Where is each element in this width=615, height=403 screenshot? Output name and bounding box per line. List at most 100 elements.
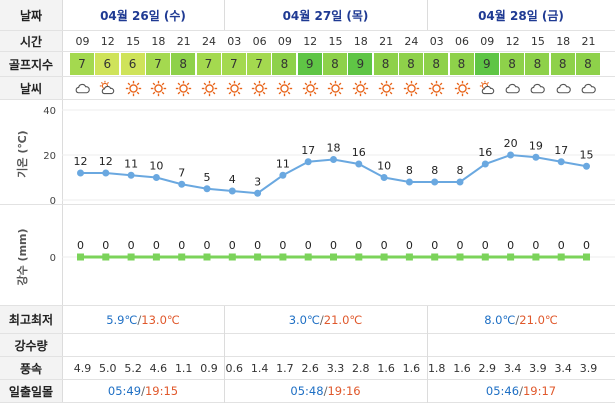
golf-index-cell: 8	[272, 53, 297, 75]
sunrise-time: 05:48	[290, 384, 324, 398]
separator: /	[319, 312, 324, 327]
wind-cell: 2.6	[301, 361, 319, 375]
high-temp: 13.0℃	[141, 312, 180, 327]
sunrise-sunset-row: 일출일몰 05:49/19:15 05:48/19:16 05:46/19:17	[0, 380, 615, 403]
time-cell: 09	[480, 34, 495, 48]
partly-cloudy-icon	[95, 77, 120, 99]
data-point	[380, 253, 388, 261]
separator: /	[515, 312, 520, 327]
wind-cell: 5.0	[99, 361, 117, 375]
golf-index-cell: 9	[297, 53, 322, 75]
data-point	[152, 253, 160, 261]
golf-index-cell: 8	[449, 53, 474, 75]
data-point	[304, 253, 312, 261]
high-temp: 21.0℃	[323, 312, 363, 327]
time-cell: 18	[353, 34, 368, 48]
data-label: 0	[305, 239, 312, 252]
data-label: 11	[276, 157, 290, 170]
data-point	[77, 253, 84, 261]
wind-cell: 1.6	[377, 361, 395, 375]
date-label: 날짜	[0, 0, 63, 30]
sun-day3: 05:46/19:17	[427, 380, 615, 402]
sun-icon	[171, 77, 196, 99]
data-label: 10	[149, 160, 163, 173]
sun-icon	[146, 77, 171, 99]
data-point	[102, 253, 110, 261]
wind-cell: 1.1	[174, 361, 193, 375]
data-label: 0	[229, 239, 236, 252]
data-point	[330, 156, 337, 163]
data-label: 0	[558, 239, 565, 252]
wind-cell: 2.8	[352, 361, 370, 375]
time-cell: 09	[277, 34, 292, 48]
data-point	[405, 253, 413, 261]
data-point	[254, 253, 262, 261]
high-low-row: 최고최저 5.9℃/13.0℃ 3.0℃/21.0℃ 8.0℃/21.0℃	[0, 306, 615, 334]
sun-icon	[323, 77, 348, 99]
weather-label: 날씨	[0, 77, 63, 99]
sunrise-sunset-label: 일출일몰	[0, 380, 63, 402]
data-label: 19	[529, 139, 543, 152]
wind-cell: 3.4	[554, 361, 572, 375]
wind-cell: 1.8	[427, 361, 446, 375]
sun-icon	[222, 77, 247, 99]
sunrise-time: 05:46	[485, 384, 520, 398]
temperature-chart-row: 기온 (℃) 0 20 40 12 12 11 10 7 5 4 3 11 17 18 16 10 8 8 8 16 2…	[0, 100, 615, 205]
wind-cell: 3.9	[579, 361, 598, 375]
sun-icon	[247, 77, 272, 99]
golf-index-cell: 8	[550, 53, 575, 75]
data-label: 0	[128, 239, 135, 252]
day-divider	[224, 306, 225, 403]
sun-day1: 05:49/19:15	[62, 380, 224, 402]
rain-chart-row: 강수 (mm) 0 0 0 0 0 0 0 0 0 0 0 0 0 0 0 0 0 0 0 0 0 0	[0, 205, 615, 306]
wind-cell: 3.4	[503, 361, 522, 375]
wind-cell: 1.4	[250, 361, 269, 375]
time-cell: 15	[328, 34, 343, 48]
time-cell: 24	[404, 34, 419, 48]
data-label: 15	[580, 148, 594, 161]
high-temp: 21.0℃	[519, 312, 558, 327]
sun-icon	[348, 77, 373, 99]
sun-day2: 05:48/19:16	[224, 380, 427, 402]
sun-icon	[424, 77, 449, 99]
separator: /	[519, 384, 523, 398]
data-point	[203, 253, 211, 261]
data-point	[304, 158, 312, 166]
time-cell: 24	[202, 34, 216, 48]
data-label: 0	[381, 239, 388, 252]
data-label: 4	[229, 173, 236, 186]
time-cell: 09	[75, 34, 90, 48]
data-point	[431, 253, 439, 261]
data-point	[557, 253, 565, 261]
high-low-day1: 5.9℃/13.0℃	[62, 306, 224, 333]
wind-cell: 3.9	[529, 361, 547, 375]
data-point	[532, 153, 540, 161]
data-label: 11	[124, 157, 138, 170]
data-point	[279, 253, 287, 261]
data-point	[228, 253, 236, 261]
data-point	[279, 171, 287, 179]
golf-index-cell: 6	[95, 53, 120, 75]
data-point	[127, 253, 135, 261]
low-temp: 3.0℃	[288, 312, 320, 327]
data-point	[456, 253, 464, 261]
date-row: 날짜 04월 26일 (수) 04월 27일 (목) 04월 28일 (금)	[0, 0, 615, 31]
golf-index-cell: 7	[247, 53, 272, 75]
data-point	[178, 253, 186, 261]
sunset-time: 19:16	[327, 384, 361, 398]
time-cell: 12	[303, 34, 318, 48]
cloud-icon	[576, 77, 601, 99]
data-label: 0	[330, 239, 337, 252]
data-point	[557, 158, 565, 166]
day-divider	[427, 306, 428, 403]
data-point	[507, 151, 515, 159]
wind-cell: 0.9	[200, 361, 218, 375]
data-point	[355, 160, 363, 168]
time-cell: 12	[505, 34, 520, 48]
data-point	[228, 187, 236, 195]
data-label: 16	[352, 146, 366, 159]
sun-icon	[450, 77, 475, 99]
golf-index-label: 골프지수	[0, 52, 63, 76]
low-temp: 8.0℃	[484, 312, 516, 327]
data-label: 8	[431, 164, 438, 177]
